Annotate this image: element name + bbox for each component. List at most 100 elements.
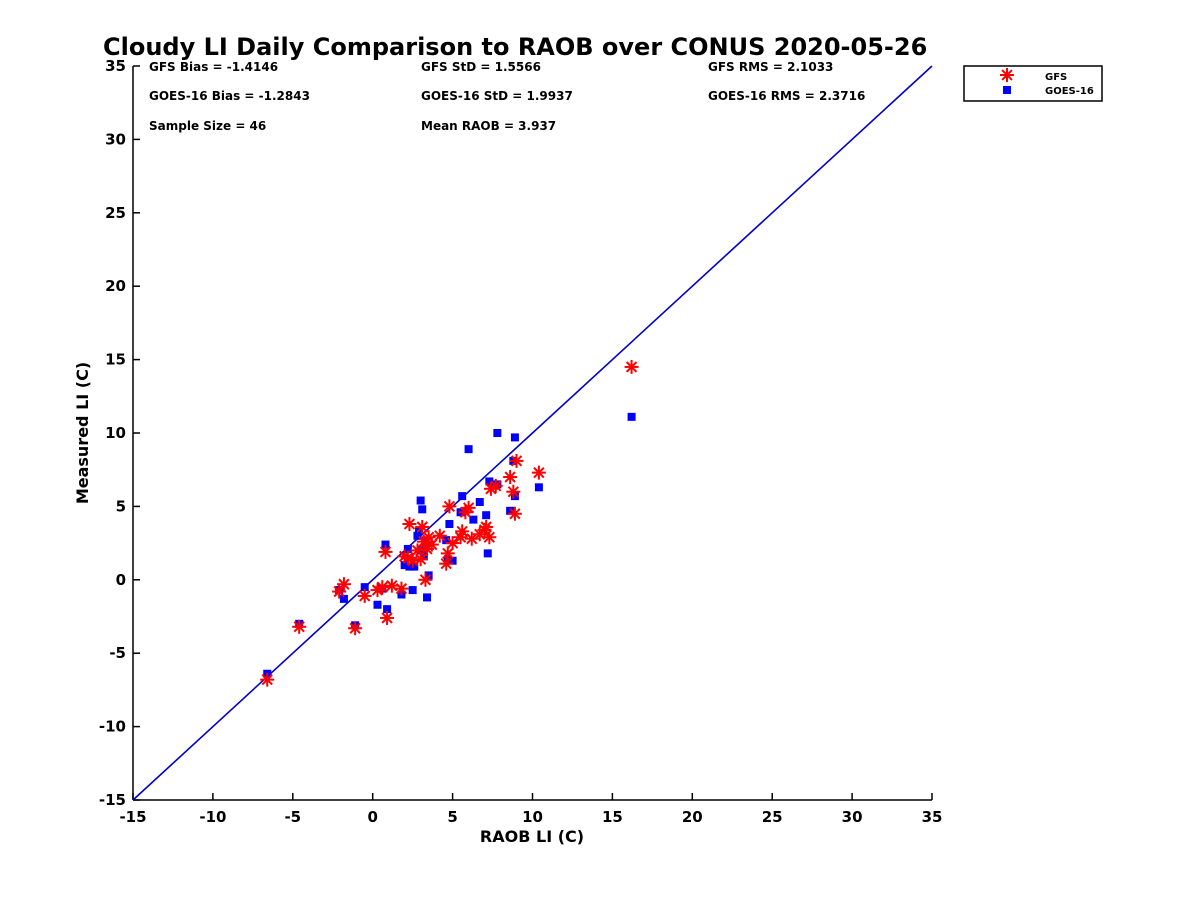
gfs-point xyxy=(292,619,307,634)
gfs-point xyxy=(507,506,522,521)
y-tick-label: 10 xyxy=(105,424,126,442)
gfs-point xyxy=(509,453,524,468)
x-tick-label: -5 xyxy=(284,808,301,826)
gfs-point xyxy=(394,581,409,596)
y-tick-label: 20 xyxy=(105,277,126,295)
gfs-point xyxy=(531,465,546,480)
gfs-point xyxy=(415,519,430,534)
x-tick-label: -10 xyxy=(199,808,226,826)
goes16-point xyxy=(339,594,348,603)
goes16-point xyxy=(360,583,369,592)
goes16-point xyxy=(416,496,425,505)
gfs-point xyxy=(624,359,639,374)
goes16-point xyxy=(381,540,390,549)
goes16-point xyxy=(442,536,451,545)
goes16-point xyxy=(483,549,492,558)
goes16-point xyxy=(510,492,519,501)
legend-goes16-marker xyxy=(1003,86,1011,94)
y-tick-label: 25 xyxy=(105,204,126,222)
goes16-point xyxy=(400,561,409,570)
legend-gfs-asterisk xyxy=(1000,68,1014,82)
x-tick-label: 15 xyxy=(602,808,623,826)
gfs-point xyxy=(506,484,521,499)
stat-gfs-std: GFS StD = 1.5566 xyxy=(421,60,541,74)
x-tick-label: 0 xyxy=(367,808,377,826)
goes16-point xyxy=(485,477,494,486)
goes16-point xyxy=(405,562,414,571)
gfs-point xyxy=(336,577,351,592)
x-tick-label: 30 xyxy=(842,808,863,826)
goes16-point xyxy=(410,562,419,571)
y-tick-label: 5 xyxy=(116,497,126,515)
legend-box xyxy=(963,65,1103,102)
y-tick-label: 30 xyxy=(105,130,126,148)
gfs-point xyxy=(503,470,518,485)
stat-gfs-rms: GFS RMS = 2.1033 xyxy=(708,60,833,74)
legend-gfs-marker xyxy=(1000,68,1014,82)
legend: GFS GOES-16 xyxy=(963,65,1103,102)
y-tick-label: -5 xyxy=(109,644,126,662)
y-tick-label: -10 xyxy=(99,718,126,736)
gfs-point xyxy=(482,530,497,545)
x-tick-label: 20 xyxy=(682,808,703,826)
stat-goes-std: GOES-16 StD = 1.9937 xyxy=(421,89,573,103)
goes16-point xyxy=(383,605,392,614)
goes16-point xyxy=(448,556,457,565)
goes16-point xyxy=(475,497,484,506)
gfs-point xyxy=(445,536,460,551)
stat-mean-raob: Mean RAOB = 3.937 xyxy=(421,119,556,133)
gfs-point xyxy=(348,621,363,636)
goes16-point xyxy=(534,483,543,492)
x-tick-label: -15 xyxy=(119,808,146,826)
stat-goes-bias: GOES-16 Bias = -1.2843 xyxy=(149,89,310,103)
legend-label-goes16: GOES-16 xyxy=(1045,86,1094,97)
stat-sample-size: Sample Size = 46 xyxy=(149,119,266,133)
goes16-point xyxy=(418,505,427,514)
y-tick-label: 35 xyxy=(105,57,126,75)
x-tick-label: 5 xyxy=(447,808,457,826)
goes16-point xyxy=(506,506,515,515)
gfs-point xyxy=(424,537,439,552)
y-ticks: -15 -10 -5 0 5 10 15 20 25 30 35 xyxy=(99,57,140,809)
y-tick-label: -15 xyxy=(99,791,126,809)
gfs-point xyxy=(375,580,390,595)
gfs-point xyxy=(413,552,428,567)
x-axis-label: RAOB LI (C) xyxy=(480,827,584,846)
gfs-point xyxy=(479,519,494,534)
gfs-point xyxy=(402,517,417,532)
gfs-point xyxy=(357,588,372,603)
gfs-point xyxy=(380,610,395,625)
stat-gfs-bias: GFS Bias = -1.4146 xyxy=(149,60,278,74)
goes16-point xyxy=(445,520,454,529)
stat-goes-rms: GOES-16 RMS = 2.3716 xyxy=(708,89,865,103)
gfs-point xyxy=(384,578,399,593)
goes16-point xyxy=(413,531,422,540)
goes16-point xyxy=(627,412,636,421)
goes16-point xyxy=(373,600,382,609)
gfs-point xyxy=(442,499,457,514)
gfs-point xyxy=(461,500,476,515)
gfs-point xyxy=(432,528,447,543)
gfs-point xyxy=(378,544,393,559)
goes16-point xyxy=(464,445,473,454)
goes16-point xyxy=(403,544,412,553)
goes16-point xyxy=(510,433,519,442)
gfs-point xyxy=(488,478,503,493)
series-gfs xyxy=(260,359,639,687)
x-ticks: -15 -10 -5 0 5 10 15 20 25 30 35 xyxy=(119,793,942,826)
goes16-point xyxy=(423,593,432,602)
gfs-point xyxy=(440,546,455,561)
chart-title: Cloudy LI Daily Comparison to RAOB over … xyxy=(103,33,927,61)
gfs-point xyxy=(332,584,347,599)
gfs-point xyxy=(260,672,275,687)
legend-label-gfs: GFS xyxy=(1045,72,1067,83)
stats-block: GFS Bias = -1.4146 GFS StD = 1.5566 GFS … xyxy=(149,60,865,133)
gfs-point xyxy=(397,549,412,564)
gfs-point xyxy=(439,556,454,571)
gfs-point xyxy=(455,524,470,539)
goes16-point xyxy=(482,511,491,520)
x-tick-label: 10 xyxy=(522,808,543,826)
